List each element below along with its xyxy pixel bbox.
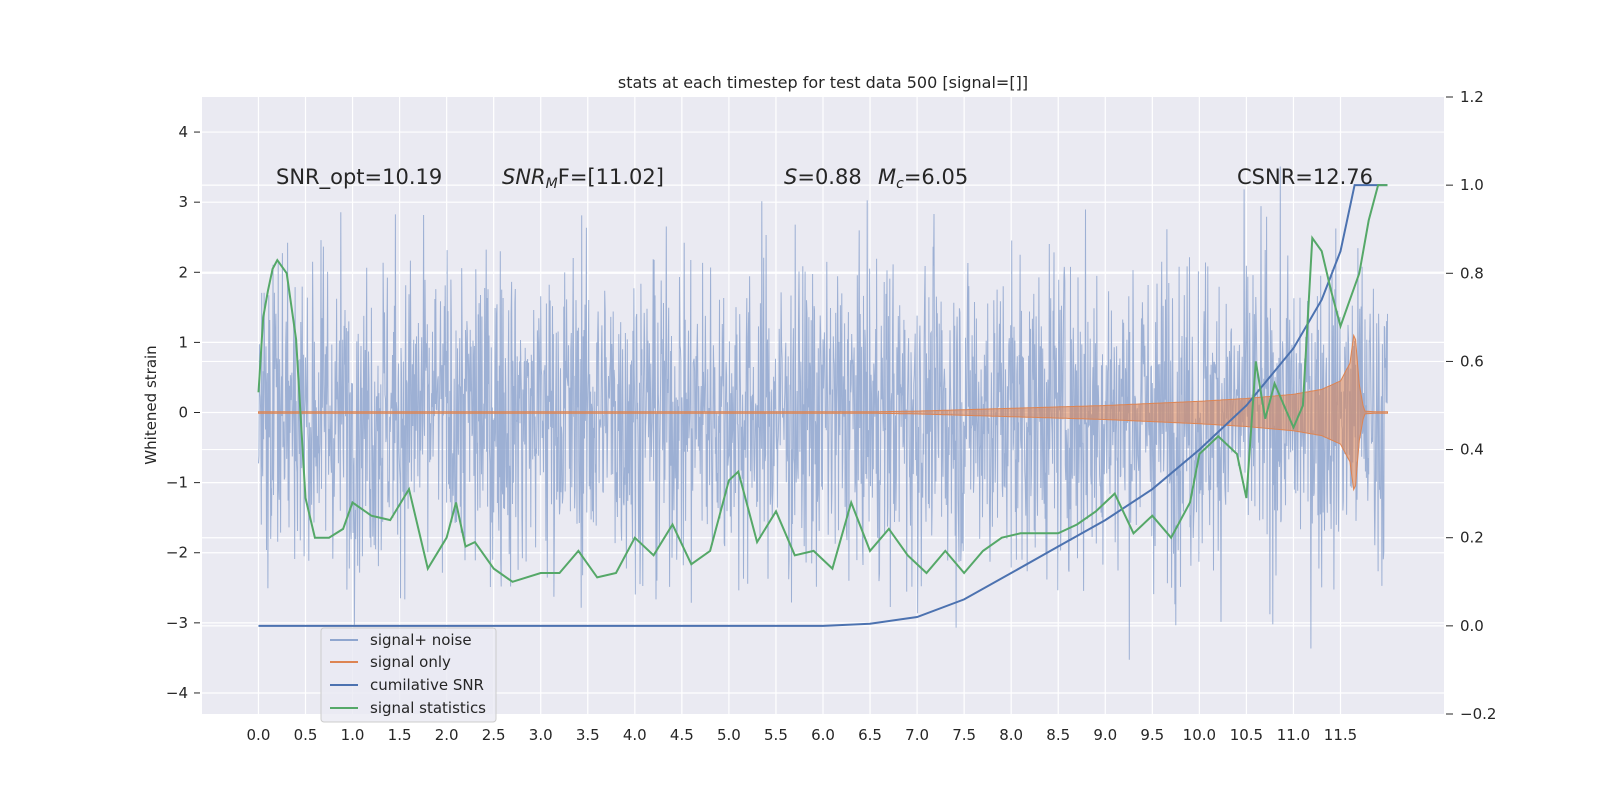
y-axis-right: −0.2 0.0 0.2 0.4 0.6 0.8 1.0 1.2 xyxy=(1446,88,1496,723)
right-axis-series xyxy=(257,184,1388,627)
x-tick-label-22: 11.0 xyxy=(1277,726,1310,744)
x-tick-label-17: 8.5 xyxy=(1046,726,1070,744)
y2-tick-label-3: 0.4 xyxy=(1460,441,1484,459)
x-tick-label-8: 4.0 xyxy=(623,726,647,744)
x-tick-label-20: 10.0 xyxy=(1183,726,1216,744)
legend-label-stats: signal statistics xyxy=(370,699,486,717)
x-tick-label-2: 1.0 xyxy=(341,726,365,744)
x-tick-label-4: 2.0 xyxy=(435,726,459,744)
x-tick-label-0: 0.0 xyxy=(247,726,271,744)
x-tick-label-6: 3.0 xyxy=(529,726,553,744)
legend-label-noise: signal+ noise xyxy=(370,631,472,649)
y2-tick-label-6: 1.0 xyxy=(1460,176,1484,194)
x-tick-label-7: 3.5 xyxy=(576,726,600,744)
y2-tick-label-2: 0.2 xyxy=(1460,529,1484,547)
y-tick-label-3: −1 xyxy=(166,474,188,492)
x-axis: 0.0 0.5 1.0 1.5 2.0 2.5 3.0 3.5 4.0 4.5 5.0 5.5 6.0 6… xyxy=(247,726,1358,744)
y-tick-label-5: 1 xyxy=(178,333,188,351)
annotation-chirp-mass: Mc=6.05 xyxy=(878,165,968,192)
y-tick-label-7: 3 xyxy=(178,193,188,211)
x-tick-label-19: 9.5 xyxy=(1140,726,1164,744)
x-tick-label-11: 5.5 xyxy=(764,726,788,744)
y2-tick-label-5: 0.8 xyxy=(1460,264,1484,282)
x-tick-label-23: 11.5 xyxy=(1324,726,1357,744)
signal-envelope xyxy=(258,333,1388,492)
x-tick-label-12: 6.0 xyxy=(811,726,835,744)
x-tick-label-18: 9.0 xyxy=(1093,726,1117,744)
annotation-snr-mf-base: SNR xyxy=(502,165,546,189)
y-axis-label: Whitened strain xyxy=(142,345,160,464)
x-tick-label-15: 7.5 xyxy=(952,726,976,744)
y-tick-label-6: 2 xyxy=(178,263,188,281)
annotation-snr-mf: SNRMF=[11.02] xyxy=(502,165,664,192)
annotation-snr-opt: SNR_opt=10.19 xyxy=(276,165,442,190)
annotation-s-symbol: S xyxy=(784,165,797,189)
annotation-mc-sub: c xyxy=(896,176,904,192)
legend: signal+ noise signal only cumilative SNR… xyxy=(320,627,497,723)
x-tick-label-3: 1.5 xyxy=(388,726,412,744)
series-line-cumilative-snr xyxy=(258,184,1388,627)
annotation-snr-mf-sub: M xyxy=(546,176,558,192)
y-axis-left: −4 −3 −2 −1 0 1 2 3 4 xyxy=(166,123,200,702)
annotation-overlap: S=0.88 xyxy=(784,165,862,189)
y-tick-label-1: −3 xyxy=(166,614,188,632)
y-tick-label-8: 4 xyxy=(178,123,188,141)
y-tick-label-2: −2 xyxy=(166,544,188,562)
signal-only-series xyxy=(258,333,1388,492)
legend-frame xyxy=(320,627,497,723)
x-tick-label-1: 0.5 xyxy=(294,726,318,744)
x-tick-label-14: 7.0 xyxy=(905,726,929,744)
annotation-snr-mf-rest: F=[11.02] xyxy=(558,165,664,189)
x-tick-label-5: 2.5 xyxy=(482,726,506,744)
series-line-signal-statistics xyxy=(257,184,1388,583)
legend-label-signal: signal only xyxy=(370,653,451,671)
chart-title: stats at each timestep for test data 500… xyxy=(618,73,1028,92)
x-tick-label-21: 10.5 xyxy=(1230,726,1263,744)
y2-tick-label-0: −0.2 xyxy=(1460,705,1496,723)
x-tick-label-10: 5.0 xyxy=(717,726,741,744)
annotation-mc-symbol: M xyxy=(878,165,896,189)
annotation-mc-value: =6.05 xyxy=(904,165,968,189)
y-tick-label-0: −4 xyxy=(166,684,188,702)
x-tick-label-16: 8.0 xyxy=(999,726,1023,744)
y2-tick-label-4: 0.6 xyxy=(1460,352,1484,370)
x-tick-label-9: 4.5 xyxy=(670,726,694,744)
y2-tick-label-7: 1.2 xyxy=(1460,88,1484,106)
annotation-s-value: =0.88 xyxy=(797,165,861,189)
x-tick-label-13: 6.5 xyxy=(858,726,882,744)
y-tick-label-4: 0 xyxy=(178,404,188,422)
annotation-csnr: CSNR=12.76 xyxy=(1237,165,1373,189)
y2-tick-label-1: 0.0 xyxy=(1460,617,1484,635)
legend-label-csnr: cumilative SNR xyxy=(370,676,484,694)
